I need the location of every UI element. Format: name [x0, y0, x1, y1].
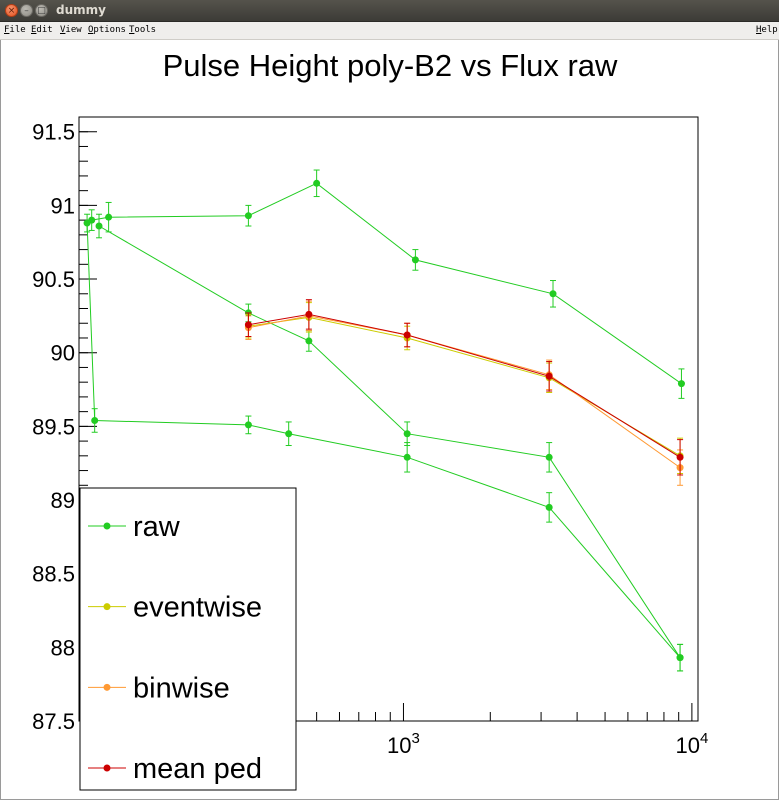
legend-label: raw	[133, 511, 181, 543]
data-point	[411, 256, 419, 264]
y-tick-label: 89.5	[32, 414, 75, 439]
data-point	[545, 372, 553, 380]
data-point	[285, 430, 293, 438]
legend-marker	[103, 522, 111, 530]
legend-label: binwise	[133, 672, 230, 704]
menu-options[interactable]: Options	[88, 25, 126, 35]
series-line	[248, 315, 681, 469]
data-point	[403, 331, 411, 339]
y-tick-label: 90.5	[32, 267, 75, 292]
data-point	[305, 337, 313, 345]
y-tick-label: 88.5	[32, 562, 75, 587]
legend-marker	[103, 764, 111, 772]
menu-tools[interactable]: Tools	[129, 25, 157, 35]
legend-box	[79, 487, 297, 791]
menu-file[interactable]: File	[4, 25, 26, 35]
data-point	[545, 453, 553, 461]
series-mean-ped	[244, 299, 684, 476]
series-eventwise	[244, 302, 684, 475]
x-tick-label: 104	[675, 730, 708, 758]
data-point	[676, 453, 684, 461]
data-point	[244, 421, 252, 429]
menu-view[interactable]: View	[60, 25, 82, 35]
y-tick-label: 87.5	[32, 709, 75, 734]
window-titlebar: × – □ dummy	[0, 0, 779, 22]
window-title: dummy	[56, 3, 106, 17]
legend-label: eventwise	[133, 592, 262, 624]
plot-frame	[78, 116, 699, 722]
y-tick-label: 91.5	[32, 120, 75, 145]
data-point	[403, 453, 411, 461]
data-point	[676, 654, 684, 662]
minimize-icon[interactable]: –	[20, 4, 33, 17]
series-line	[248, 313, 681, 458]
data-point	[545, 503, 553, 511]
x-tick-label: 103	[387, 730, 420, 758]
series-layer	[83, 169, 685, 672]
chart-title: Pulse Height poly-B2 vs Flux raw	[163, 48, 618, 83]
data-point	[105, 213, 113, 221]
menu-edit[interactable]: Edit	[31, 25, 53, 35]
legend-label: mean ped	[133, 753, 262, 785]
data-point	[95, 222, 103, 230]
data-point	[244, 212, 252, 220]
data-point	[403, 430, 411, 438]
data-point	[88, 216, 96, 224]
legend: raw eventwise binwise mean ped	[79, 487, 297, 791]
menu-help[interactable]: Help	[756, 25, 778, 35]
y-tick-label: 88	[51, 635, 75, 660]
y-tick-label: 90	[51, 341, 75, 366]
series-line	[91, 182, 682, 385]
data-point	[305, 310, 313, 318]
y-tick-label: 91	[51, 193, 75, 218]
maximize-icon[interactable]: □	[35, 4, 48, 17]
series-raw	[83, 169, 685, 672]
close-icon[interactable]: ×	[5, 4, 18, 17]
data-point	[244, 321, 252, 329]
data-point	[91, 416, 99, 424]
data-point	[313, 179, 321, 187]
legend-marker	[103, 603, 111, 611]
series-line	[98, 225, 681, 658]
menubar: File Edit View Options Tools Help	[0, 22, 779, 40]
y-tick-label: 89	[51, 488, 75, 513]
series-line	[248, 316, 681, 457]
data-point	[677, 380, 685, 388]
data-point	[549, 290, 557, 298]
legend-marker	[103, 683, 111, 691]
